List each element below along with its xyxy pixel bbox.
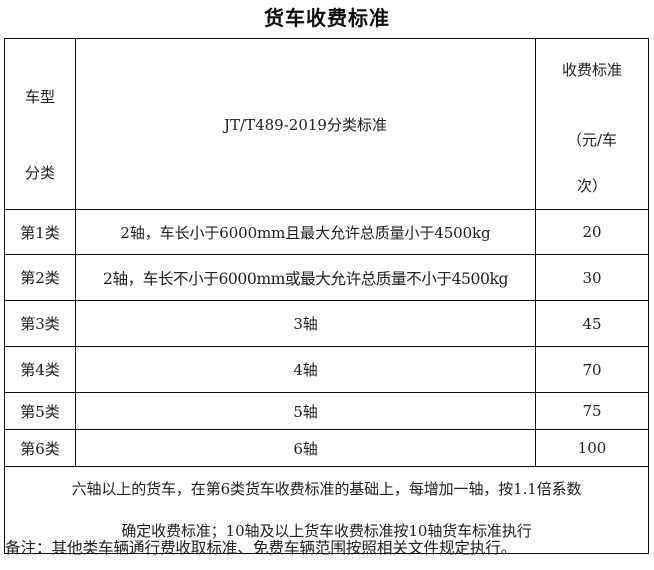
column-header-vehicle-type-line2: 分类 xyxy=(24,164,55,182)
cell-classification-6: 6轴 xyxy=(75,429,536,467)
table-row: 第2类 2轴，车长不小于6000mm或最大允许总质量不小于4500kg 30 xyxy=(4,254,649,301)
column-header-vehicle-type: 车型 分类 xyxy=(4,38,76,210)
table-row: 第5类 5轴 75 xyxy=(4,392,649,430)
table-row: 第6类 6轴 100 xyxy=(4,429,649,467)
cell-fee-6: 100 xyxy=(535,429,649,467)
column-header-fee-standard-line2: （元/车 xyxy=(566,131,618,149)
column-header-fee-standard-line1: 收费标准 xyxy=(561,61,622,79)
table-note-row: 六轴以上的货车，在第6类货车收费标准的基础上，每增加一轴，按1.1倍系数 确定收… xyxy=(4,466,649,554)
page-title: 货车收费标准 xyxy=(264,6,390,30)
column-header-fee-standard: 收费标准 （元/车 次） xyxy=(535,38,649,210)
cell-classification-1: 2轴，车长小于6000mm且最大允许总质量小于4500kg xyxy=(75,209,536,255)
table-note-line1: 六轴以上的货车，在第6类货车收费标准的基础上，每增加一轴，按1.1倍系数 xyxy=(71,480,582,498)
cell-classification-3: 3轴 xyxy=(75,300,536,347)
table-note-line2: 确定收费标准；10轴及以上货车收费标准按10轴货车标准执行 xyxy=(121,522,532,540)
column-header-vehicle-type-line1: 车型 xyxy=(24,88,55,106)
cell-vehicle-type-3: 第3类 xyxy=(4,300,76,347)
cell-vehicle-type-6: 第6类 xyxy=(4,429,76,467)
table-row: 第4类 4轴 70 xyxy=(4,346,649,393)
cell-fee-2: 30 xyxy=(535,254,649,301)
cell-fee-3: 45 xyxy=(535,300,649,347)
cell-fee-4: 70 xyxy=(535,346,649,393)
cell-vehicle-type-2: 第2类 xyxy=(4,254,76,301)
column-header-classification-standard: JT/T489-2019分类标准 xyxy=(75,38,536,210)
cell-fee-5: 75 xyxy=(535,392,649,430)
truck-toll-standard-table: 车型 分类 JT/T489-2019分类标准 收费标准 （元/车 次） 第1类 … xyxy=(4,38,649,554)
table-header-row: 车型 分类 JT/T489-2019分类标准 收费标准 （元/车 次） xyxy=(4,38,649,210)
cell-vehicle-type-4: 第4类 xyxy=(4,346,76,393)
cell-classification-4: 4轴 xyxy=(75,346,536,393)
table-row: 第3类 3轴 45 xyxy=(4,300,649,347)
cell-vehicle-type-5: 第5类 xyxy=(4,392,76,430)
table-note: 六轴以上的货车，在第6类货车收费标准的基础上，每增加一轴，按1.1倍系数 确定收… xyxy=(4,466,649,554)
cell-vehicle-type-1: 第1类 xyxy=(4,209,76,255)
cell-classification-5: 5轴 xyxy=(75,392,536,430)
column-header-fee-standard-line3: 次） xyxy=(576,177,607,195)
cell-classification-2: 2轴，车长不小于6000mm或最大允许总质量不小于4500kg xyxy=(75,254,536,301)
table-row: 第1类 2轴，车长小于6000mm且最大允许总质量小于4500kg 20 xyxy=(4,209,649,255)
remark-text: 备注：其他类车辆通行费收取标准、免费车辆范围按照相关文件规定执行。 xyxy=(5,539,517,557)
cell-fee-1: 20 xyxy=(535,209,649,255)
